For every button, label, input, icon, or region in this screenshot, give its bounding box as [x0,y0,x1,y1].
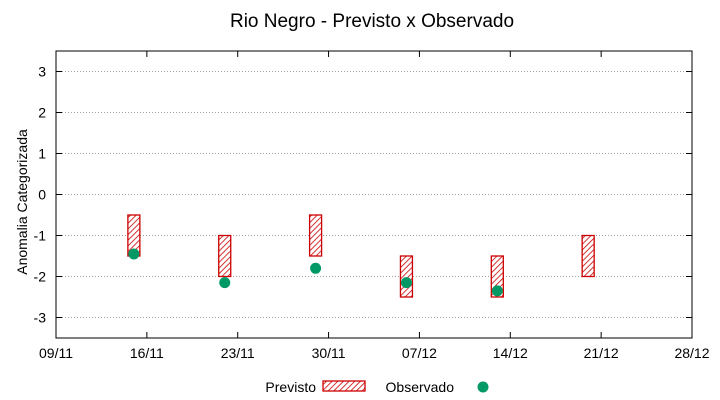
observed-point [491,285,503,297]
chart-title: Rio Negro - Previsto x Observado [230,11,514,32]
legend-label-previsto: Previsto [265,379,316,395]
observed-point [310,262,322,274]
y-tick-label: 1 [38,146,46,162]
forecast-box [308,214,323,257]
y-tick-label: -3 [34,310,47,326]
forecast-box [218,234,232,278]
grid [56,71,692,318]
legend-swatch-previsto [322,380,366,392]
observed-point [400,277,412,289]
y-tick-label: 0 [38,187,46,203]
y-tick-label: -1 [34,228,47,244]
y-tick-label: 2 [38,105,46,121]
x-tick-label: 09/11 [39,345,73,361]
legend-swatch-observado [477,381,489,393]
x-tick-label: 21/12 [584,345,619,361]
y-tick-label: -2 [34,269,47,285]
x-tick-label: 14/12 [493,345,528,361]
forecast-box [581,234,595,278]
legend: Previsto Observado [265,379,489,395]
legend-label-observado: Observado [386,379,455,395]
axes: -3 -2 -1 0 1 2 3 09/11 16/11 23/11 30/11 07/12 14/12… [34,51,710,361]
x-tick-label: 30/11 [312,345,346,361]
observed-point [128,248,140,260]
x-tick-label: 16/11 [130,345,164,361]
y-axis-label: Anomalia Categorizada [14,129,30,275]
observed-point [219,277,231,289]
data-marks [127,214,595,298]
x-tick-label: 28/12 [674,345,709,361]
y-tick-label: 3 [38,64,46,80]
forecast-box [399,255,414,298]
x-tick-label: 07/12 [402,345,437,361]
x-tick-label: 23/11 [221,345,255,361]
